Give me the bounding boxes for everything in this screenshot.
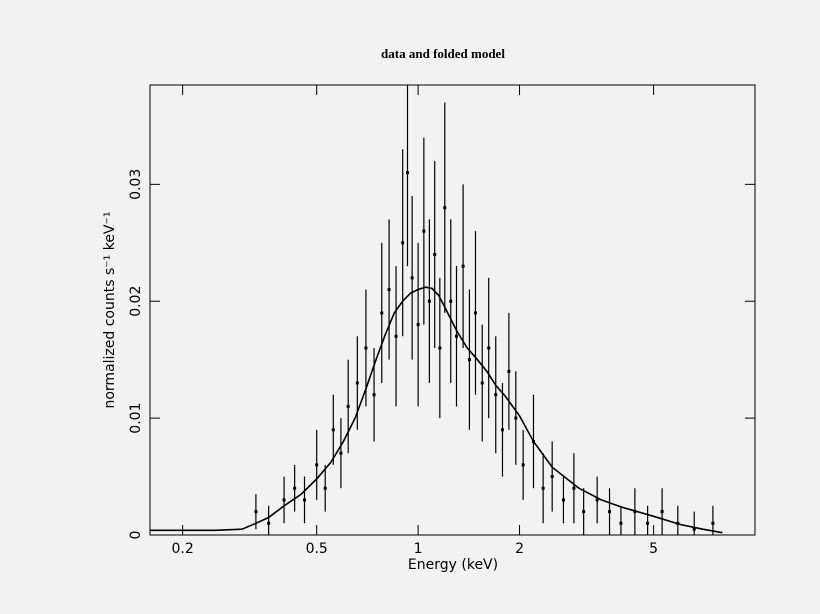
- data-point: [282, 498, 286, 502]
- y-tick-label: 0.03: [128, 169, 144, 200]
- data-point: [514, 416, 518, 420]
- data-point: [449, 299, 453, 303]
- data-point: [619, 521, 623, 525]
- data-point: [473, 311, 477, 315]
- data-point: [380, 311, 384, 315]
- data-point: [394, 334, 398, 338]
- data-point: [401, 241, 405, 245]
- data-point: [293, 486, 297, 490]
- y-axis-label: normalized counts s⁻¹ keV⁻¹: [102, 211, 118, 408]
- data-point: [303, 498, 307, 502]
- x-tick-label: 2: [515, 541, 524, 557]
- x-tick-label: 0.2: [172, 541, 194, 557]
- data-point: [339, 451, 343, 455]
- x-axis-label: Energy (keV): [408, 557, 498, 573]
- data-point: [480, 381, 484, 385]
- y-tick-label: 0: [128, 531, 144, 540]
- data-point: [500, 428, 504, 432]
- data-point: [355, 381, 359, 385]
- data-point: [410, 276, 414, 280]
- y-tick-label: 0.02: [128, 286, 144, 317]
- chart-title: data and folded model: [381, 46, 505, 61]
- data-point: [595, 498, 599, 502]
- x-tick-label: 5: [649, 541, 658, 557]
- data-point: [422, 229, 426, 233]
- data-point: [561, 498, 565, 502]
- model-line: [150, 286, 723, 534]
- data-point: [372, 393, 376, 397]
- x-tick-label: 0.5: [306, 541, 328, 557]
- data-point: [521, 463, 525, 467]
- data-point: [541, 486, 545, 490]
- data-point: [323, 486, 327, 490]
- data-point: [507, 369, 511, 373]
- plot-area: [150, 85, 723, 535]
- data-point: [467, 358, 471, 362]
- data-point: [438, 346, 442, 350]
- data-point: [608, 510, 612, 514]
- data-point: [416, 323, 420, 327]
- data-point: [582, 510, 586, 514]
- x-tick-label: 1: [414, 541, 423, 557]
- data-point: [427, 299, 431, 303]
- data-point: [406, 171, 410, 175]
- data-point: [315, 463, 319, 467]
- y-tick-label: 0.01: [128, 403, 144, 434]
- data-point: [267, 521, 271, 525]
- data-point: [346, 404, 350, 408]
- data-point: [254, 510, 258, 514]
- data-point: [443, 206, 447, 210]
- data-point: [711, 521, 715, 525]
- data-point: [692, 527, 696, 531]
- data-point: [387, 288, 391, 292]
- data-point: [461, 264, 465, 268]
- data-point: [646, 521, 650, 525]
- data-point: [455, 334, 459, 338]
- plot-frame: [149, 84, 756, 536]
- data-point: [660, 510, 664, 514]
- data-point: [494, 393, 498, 397]
- data-point: [433, 252, 437, 256]
- data-point: [550, 475, 554, 479]
- data-point: [487, 346, 491, 350]
- data-point: [572, 486, 576, 490]
- data-point: [364, 346, 368, 350]
- data-point: [331, 428, 335, 432]
